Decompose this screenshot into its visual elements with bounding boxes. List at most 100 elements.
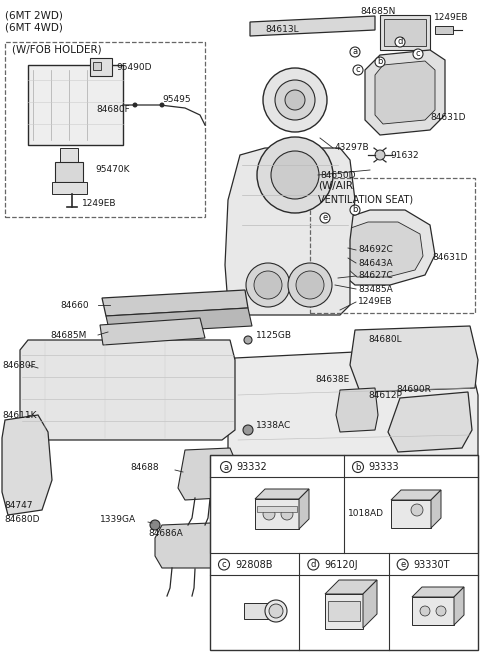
- Text: 84685M: 84685M: [50, 331, 86, 339]
- Text: 1249EB: 1249EB: [434, 14, 468, 22]
- Polygon shape: [412, 587, 464, 597]
- Text: 84611K: 84611K: [2, 411, 36, 419]
- Circle shape: [243, 425, 253, 435]
- Bar: [93, 62, 101, 70]
- Text: 1018AD: 1018AD: [348, 508, 384, 517]
- Text: c: c: [416, 50, 420, 58]
- Polygon shape: [350, 326, 478, 392]
- Text: c: c: [356, 66, 360, 75]
- Text: 84685N: 84685N: [360, 7, 396, 16]
- Polygon shape: [155, 522, 242, 568]
- Text: 95495: 95495: [162, 94, 191, 103]
- Polygon shape: [375, 61, 435, 124]
- Polygon shape: [255, 489, 309, 499]
- Circle shape: [350, 205, 360, 215]
- Polygon shape: [325, 580, 377, 594]
- Circle shape: [132, 102, 137, 107]
- Bar: [325, 594, 363, 629]
- Bar: [328, 601, 360, 621]
- Text: 84631D: 84631D: [432, 253, 468, 263]
- Text: 84688: 84688: [130, 464, 158, 472]
- Polygon shape: [299, 489, 309, 529]
- Circle shape: [420, 606, 430, 616]
- Circle shape: [220, 462, 231, 472]
- Bar: [380, 15, 430, 50]
- Circle shape: [263, 508, 275, 520]
- Text: 95490D: 95490D: [116, 62, 152, 71]
- Polygon shape: [454, 587, 464, 625]
- Text: 1339GA: 1339GA: [100, 515, 136, 525]
- Circle shape: [436, 606, 446, 616]
- Text: 84680D: 84680D: [4, 515, 39, 525]
- Text: 84680L: 84680L: [368, 335, 402, 345]
- Circle shape: [246, 263, 290, 307]
- Circle shape: [271, 151, 319, 199]
- Polygon shape: [431, 490, 441, 528]
- Bar: [244, 603, 270, 619]
- Polygon shape: [228, 352, 478, 528]
- Bar: [384, 19, 426, 46]
- Polygon shape: [250, 16, 375, 36]
- Polygon shape: [100, 318, 205, 345]
- Ellipse shape: [265, 600, 287, 622]
- Text: b: b: [377, 58, 383, 67]
- Bar: [255, 499, 299, 529]
- Circle shape: [320, 213, 330, 223]
- Text: 84747: 84747: [4, 500, 33, 510]
- Circle shape: [411, 504, 423, 516]
- Circle shape: [353, 65, 363, 75]
- Polygon shape: [391, 490, 441, 500]
- Text: b: b: [352, 206, 358, 214]
- Text: e: e: [323, 214, 328, 223]
- Polygon shape: [178, 448, 235, 500]
- Circle shape: [288, 263, 332, 307]
- Text: d: d: [397, 37, 403, 47]
- Polygon shape: [2, 415, 52, 515]
- Bar: [257, 506, 297, 512]
- Text: e: e: [400, 560, 405, 569]
- Circle shape: [375, 150, 385, 160]
- Circle shape: [285, 90, 305, 110]
- Bar: [5, 42, 205, 217]
- Bar: [90, 58, 112, 76]
- Circle shape: [159, 102, 165, 107]
- Text: 84686A: 84686A: [148, 529, 183, 538]
- Bar: [60, 148, 78, 162]
- Text: 96120J: 96120J: [324, 559, 358, 569]
- Text: (W/AIR: (W/AIR: [318, 181, 353, 191]
- Circle shape: [308, 559, 319, 570]
- Text: 84631D: 84631D: [430, 113, 466, 122]
- Text: (6MT 2WD): (6MT 2WD): [5, 10, 63, 20]
- Polygon shape: [388, 392, 472, 452]
- Circle shape: [350, 47, 360, 57]
- Circle shape: [281, 508, 293, 520]
- Text: 84612P: 84612P: [368, 390, 402, 400]
- Text: b: b: [355, 462, 360, 472]
- Circle shape: [296, 271, 324, 299]
- Polygon shape: [336, 388, 378, 432]
- Bar: [210, 455, 478, 650]
- Bar: [435, 26, 453, 34]
- Text: 95470K: 95470K: [95, 166, 130, 174]
- Text: 93333: 93333: [368, 462, 398, 472]
- Text: (W/FOB HOLDER): (W/FOB HOLDER): [12, 45, 102, 55]
- Ellipse shape: [269, 604, 283, 618]
- Text: 84650D: 84650D: [320, 170, 356, 179]
- Text: 1249EB: 1249EB: [82, 198, 117, 208]
- Text: 84627C: 84627C: [358, 272, 393, 280]
- Polygon shape: [330, 210, 435, 285]
- Text: 83485A: 83485A: [358, 284, 393, 293]
- Circle shape: [218, 559, 229, 570]
- Text: c: c: [222, 560, 226, 569]
- Text: 43297B: 43297B: [335, 143, 370, 153]
- Text: 93332: 93332: [236, 462, 267, 472]
- Text: 84690R: 84690R: [396, 386, 431, 394]
- Polygon shape: [106, 308, 252, 334]
- Bar: [52, 182, 87, 194]
- Polygon shape: [365, 50, 445, 135]
- Circle shape: [244, 336, 252, 344]
- Circle shape: [352, 462, 363, 472]
- Text: 1249EB: 1249EB: [358, 297, 393, 307]
- Text: 84680F: 84680F: [96, 105, 130, 115]
- Text: 92808B: 92808B: [235, 559, 273, 569]
